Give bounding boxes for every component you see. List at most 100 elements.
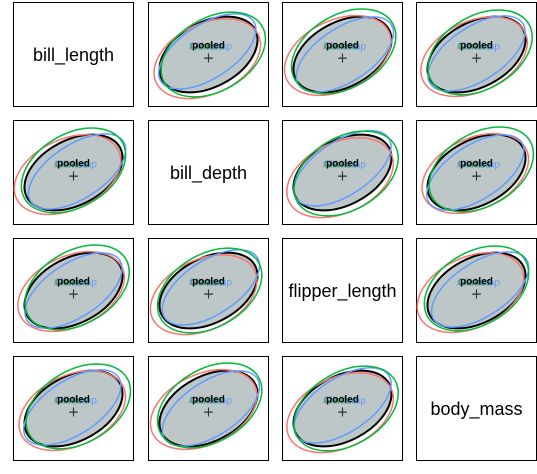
pooled-label: pooled xyxy=(326,395,359,406)
ellipse-gentoo xyxy=(156,247,263,334)
group-label-chinstrap: Chinstrap xyxy=(54,396,97,407)
center-marker: + xyxy=(203,51,215,67)
ellipse-gentoo xyxy=(293,365,399,452)
center-marker: + xyxy=(203,405,215,421)
ellipse-chinstrap xyxy=(427,15,526,92)
ellipse-gentoo xyxy=(427,9,533,96)
group-label-adelie: Adelie xyxy=(54,396,82,407)
ellipse-chinstrap xyxy=(24,252,123,329)
center-marker: + xyxy=(337,169,349,185)
group-label-adelie: Adelie xyxy=(323,42,351,53)
ellipse-gentoo xyxy=(156,362,263,449)
group-label-gentoo: Gentoo xyxy=(55,160,88,171)
ellipse-chinstrap xyxy=(425,134,525,211)
panel-body_mass-body_mass: body_mass xyxy=(416,356,537,461)
group-label-adelie: Adelie xyxy=(323,396,351,407)
ellipse-gentoo xyxy=(160,11,267,98)
ellipse-chinstrap xyxy=(27,133,127,210)
ellipse-chinstrap xyxy=(22,369,122,446)
pooled-label: pooled xyxy=(460,41,493,52)
pooled-label: pooled xyxy=(192,41,225,52)
variable-label-flipper_length: flipper_length xyxy=(288,281,396,302)
pooled-label: pooled xyxy=(57,159,90,170)
group-label-gentoo: Gentoo xyxy=(190,278,223,289)
ellipse-gentoo xyxy=(25,363,132,450)
center-marker: + xyxy=(68,405,80,421)
group-label-adelie: Adelie xyxy=(457,160,485,171)
group-label-gentoo: Gentoo xyxy=(458,160,491,171)
panel-bill_depth-bill_depth: bill_depth xyxy=(148,120,269,225)
group-label-adelie: Adelie xyxy=(54,278,82,289)
ellipse-gentoo xyxy=(290,8,397,95)
group-label-chinstrap: Chinstrap xyxy=(323,160,366,171)
group-label-chinstrap: Chinstrap xyxy=(189,278,232,289)
group-label-chinstrap: Chinstrap xyxy=(54,278,97,289)
group-label-chinstrap: Chinstrap xyxy=(323,396,366,407)
variable-label-body_mass: body_mass xyxy=(430,399,522,420)
group-label-chinstrap: Chinstrap xyxy=(323,42,366,53)
ellipse-pooled xyxy=(23,369,124,448)
panel-flipper_length-flipper_length: flipper_length xyxy=(282,238,403,343)
center-marker: + xyxy=(337,405,349,421)
group-label-adelie: Adelie xyxy=(457,278,485,289)
pooled-label: pooled xyxy=(326,41,359,52)
variable-label-bill_depth: bill_depth xyxy=(170,163,247,184)
ellipse-gentoo xyxy=(428,126,535,213)
group-label-adelie: Adelie xyxy=(54,160,82,171)
center-marker: + xyxy=(471,51,483,67)
group-label-adelie: Adelie xyxy=(189,42,217,53)
pooled-label: pooled xyxy=(460,159,493,170)
center-marker: + xyxy=(68,169,80,185)
ellipse-chinstrap xyxy=(161,249,261,326)
group-label-adelie: Adelie xyxy=(457,42,485,53)
ellipse-pooled xyxy=(23,251,124,330)
ellipse-gentoo xyxy=(293,130,399,217)
group-label-chinstrap: Chinstrap xyxy=(189,396,232,407)
ellipse-chinstrap xyxy=(430,251,530,328)
center-marker: + xyxy=(68,287,80,303)
pooled-label: pooled xyxy=(192,395,225,406)
pooled-label: pooled xyxy=(326,159,359,170)
group-label-chinstrap: Chinstrap xyxy=(457,160,500,171)
group-label-gentoo: Gentoo xyxy=(55,278,88,289)
ellipse-pooled xyxy=(426,251,527,330)
center-marker: + xyxy=(471,287,483,303)
group-label-gentoo: Gentoo xyxy=(324,42,357,53)
group-label-gentoo: Gentoo xyxy=(55,396,88,407)
group-label-chinstrap: Chinstrap xyxy=(457,278,500,289)
pooled-label: pooled xyxy=(57,395,90,406)
group-label-gentoo: Gentoo xyxy=(324,160,357,171)
panel-bill_length-bill_length: bill_length xyxy=(13,2,134,107)
group-label-chinstrap: Chinstrap xyxy=(54,160,97,171)
center-marker: + xyxy=(471,169,483,185)
group-label-adelie: Adelie xyxy=(189,278,217,289)
ellipse-gentoo xyxy=(423,245,530,332)
center-marker: + xyxy=(337,51,349,67)
pooled-label: pooled xyxy=(192,277,225,288)
ellipse-pooled xyxy=(158,251,259,330)
ellipse-gentoo xyxy=(24,244,130,331)
pooled-label: pooled xyxy=(460,277,493,288)
panel-frame xyxy=(416,356,537,461)
panel-frame xyxy=(13,2,134,107)
panel-frame xyxy=(148,120,269,225)
group-label-adelie: Adelie xyxy=(323,160,351,171)
pooled-label: pooled xyxy=(57,277,90,288)
ellipse-chinstrap xyxy=(157,13,257,90)
center-marker: + xyxy=(203,287,215,303)
group-label-chinstrap: Chinstrap xyxy=(189,42,232,53)
group-label-gentoo: Gentoo xyxy=(458,42,491,53)
ellipse-pooled xyxy=(23,133,124,212)
